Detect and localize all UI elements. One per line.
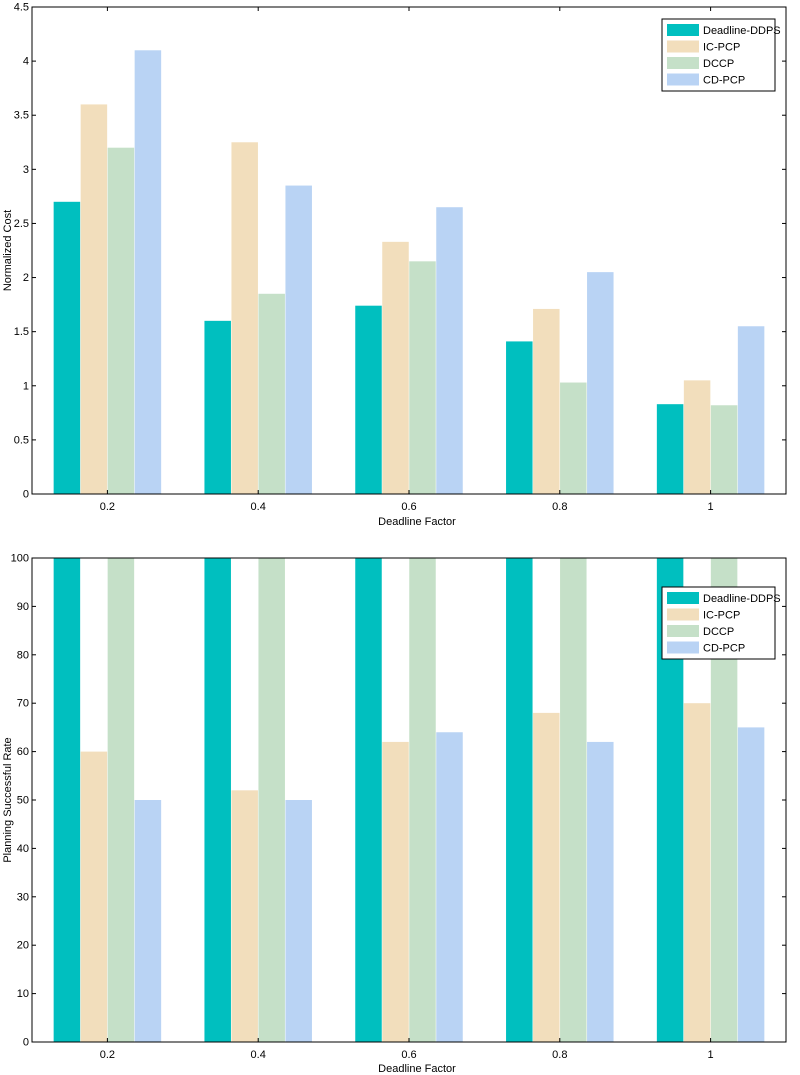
bar-deadline-ddps-0.4 [204,558,231,1042]
bar-ic-pcp-0.6 [382,741,409,1042]
x-tick-label: 0.6 [401,1049,416,1061]
y-tick-label: 4 [23,56,29,68]
y-tick-label: 40 [17,843,29,855]
x-tick-label: 0.4 [251,501,266,513]
bar-deadline-ddps-0.2 [53,558,81,1042]
bar-cd-pcp-0.6 [436,207,463,494]
legend-swatch-dccp [667,625,699,637]
bar-cd-pcp-0.8 [587,741,614,1042]
y-axis-label: Planning Successful Rate [2,737,14,862]
bar-cd-pcp-0.4 [285,185,312,494]
bar-cd-pcp-0.2 [134,800,162,1042]
x-tick-label: 0.2 [100,501,115,513]
bar-deadline-ddps-0.8 [506,341,533,494]
bar-dccp-0.6 [409,261,436,494]
legend-label-dccp: DCCP [703,626,734,638]
legend-label-ic-pcp: IC-PCP [703,610,740,622]
x-tick-label: 1 [708,1049,714,1061]
legend-label-deadline-ddps: Deadline-DDPS [703,25,781,37]
y-tick-label: 2 [23,272,29,284]
bar-cd-pcp-0.4 [285,800,312,1042]
bar-cd-pcp-1 [737,727,765,1042]
bar-cd-pcp-0.8 [587,272,614,494]
y-tick-label: 90 [17,601,29,613]
y-tick-label: 3 [23,164,29,176]
bar-cd-pcp-0.2 [134,50,162,494]
x-tick-label: 1 [708,501,714,513]
y-tick-label: 20 [17,940,29,952]
bar-dccp-0.2 [107,147,135,494]
x-axis-label: Deadline Factor [378,516,456,528]
legend-swatch-deadline-ddps [667,24,699,36]
bar-ic-pcp-0.2 [80,751,108,1042]
y-tick-label: 1 [23,380,29,392]
y-tick-label: 0 [23,489,29,501]
y-tick-label: 10 [17,988,29,1000]
y-tick-label: 50 [17,795,29,807]
bar-dccp-0.4 [258,293,285,494]
bar-deadline-ddps-0.6 [355,305,382,494]
bar-deadline-ddps-0.4 [204,320,231,494]
legend-swatch-deadline-ddps [667,592,699,604]
legend: Deadline-DDPS IC-PCP DCCP CD-PCP [661,18,781,92]
bar-ic-pcp-0.4 [231,790,258,1042]
bar-dccp-0.8 [560,382,587,494]
bar-ic-pcp-0.2 [80,104,108,495]
bar-dccp-0.6 [409,558,436,1042]
legend: Deadline-DDPS IC-PCP DCCP CD-PCP [661,586,781,660]
chart-2: 0 10 20 30 40 50 60 70 80 90 100 0.2 0.4 0.6 0.8 1 Deadl… [2,553,787,1075]
bar-deadline-ddps-0.2 [53,201,81,495]
bar-ic-pcp-1 [683,703,711,1042]
x-tick-label: 0.8 [552,501,567,513]
y-tick-label: 2.5 [14,218,29,230]
y-tick-label: 80 [17,649,29,661]
x-tick-label: 0.2 [100,1049,115,1061]
y-tick-label: 0 [23,1037,29,1049]
y-tick-label: 70 [17,698,29,710]
legend-swatch-ic-pcp [667,40,699,53]
x-tick-label: 0.8 [552,1049,567,1061]
bar-deadline-ddps-0.8 [506,558,533,1042]
x-tick-label: 0.6 [401,501,416,513]
bar-dccp-1 [710,405,738,494]
bar-deadline-ddps-0.6 [355,558,382,1042]
legend-label-ic-pcp: IC-PCP [703,42,740,54]
bar-deadline-ddps-1 [656,404,684,494]
y-tick-label: 1.5 [14,326,29,338]
y-tick-label: 100 [11,553,29,565]
legend-swatch-ic-pcp [667,608,699,621]
y-tick-label: 60 [17,746,29,758]
bar-cd-pcp-1 [737,326,765,494]
bar-ic-pcp-0.8 [533,712,560,1042]
bar-ic-pcp-0.4 [231,142,258,494]
legend-label-dccp: DCCP [703,58,734,70]
legend-label-cd-pcp: CD-PCP [703,643,745,655]
legend-label-deadline-ddps: Deadline-DDPS [703,593,781,605]
y-axis-label: Normalized Cost [2,210,14,291]
bar-ic-pcp-0.8 [533,308,560,494]
legend-swatch-cd-pcp [667,73,699,86]
legend-swatch-cd-pcp [667,641,699,654]
legend-label-cd-pcp: CD-PCP [703,75,745,87]
legend-swatch-dccp [667,57,699,69]
bar-dccp-0.2 [107,558,135,1042]
y-tick-label: 3.5 [14,110,29,122]
bar-cd-pcp-0.6 [436,732,463,1042]
y-tick-label: 30 [17,891,29,903]
bar-ic-pcp-0.6 [382,241,409,494]
x-axis-label: Deadline Factor [378,1063,456,1075]
y-tick-label: 0.5 [14,434,29,446]
bar-ic-pcp-1 [683,380,711,494]
bar-dccp-0.8 [560,558,587,1042]
x-tick-label: 0.4 [251,1049,266,1061]
bar-dccp-0.4 [258,558,285,1042]
chart-1: 0 0.5 1 1.5 2 2.5 3 3.5 4 4.5 0.2 0.4 0.6 0.8 1 Deadlin… [2,2,787,528]
y-tick-label: 4.5 [14,2,29,14]
